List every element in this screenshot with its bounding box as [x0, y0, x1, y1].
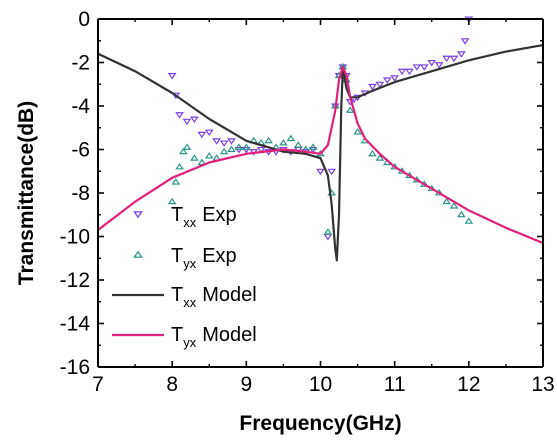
- data-point: [264, 136, 273, 144]
- legend-label: Tyx Model: [171, 324, 257, 350]
- data-point: [242, 146, 251, 154]
- data-point: [420, 64, 429, 71]
- data-point: [442, 197, 451, 205]
- y-tick-label: 0: [78, 8, 90, 31]
- data-point: [345, 106, 355, 113]
- data-point: [234, 146, 244, 154]
- data-point: [390, 75, 399, 82]
- data-point: [457, 51, 466, 58]
- legend-label: Tyx Exp: [171, 245, 237, 271]
- series-line-txx-model: [97, 44, 544, 262]
- data-point: [219, 140, 229, 147]
- data-point: [375, 154, 385, 161]
- data-point: [464, 217, 474, 224]
- data-point: [323, 228, 333, 235]
- x-tick-label: 12: [457, 373, 480, 396]
- data-point: [227, 138, 236, 145]
- data-point: [308, 146, 318, 154]
- data-point: [204, 152, 214, 159]
- legend-item-tyx-model: Tyx Model: [112, 324, 257, 350]
- x-tick-label: 8: [166, 373, 178, 396]
- data-point: [171, 178, 181, 185]
- axes: [97, 18, 544, 368]
- x-tick-label: 9: [240, 373, 252, 396]
- y-tick-label: -14: [60, 313, 91, 336]
- data-point: [167, 197, 177, 205]
- y-tick-label: -2: [71, 52, 90, 75]
- x-tick-label: 7: [92, 373, 104, 396]
- x-tick-label: 11: [384, 373, 406, 396]
- legend-item-txx-exp: Txx Exp: [133, 204, 237, 230]
- data-point: [434, 62, 444, 69]
- data-point: [327, 168, 336, 176]
- data-point: [182, 118, 192, 126]
- data-point: [316, 168, 325, 176]
- y-tick-label: -6: [71, 139, 90, 162]
- x-tick-label: 13: [531, 373, 554, 396]
- data-point: [279, 139, 288, 146]
- data-point: [382, 77, 392, 84]
- data-point: [397, 68, 407, 76]
- data-point: [449, 202, 459, 209]
- data-point: [405, 68, 414, 76]
- data-point: [368, 149, 377, 157]
- data-point: [234, 143, 244, 150]
- series-line-tyx-model: [97, 65, 544, 245]
- data-point: [204, 129, 214, 137]
- x-axis-title: Frequency(GHz): [239, 412, 401, 435]
- legend: Txx Exp Tyx Exp Txx Model Tyx Model: [112, 204, 257, 350]
- data-point: [256, 146, 266, 154]
- data-point: [167, 73, 177, 80]
- data-point: [353, 128, 362, 135]
- data-point: [175, 112, 184, 119]
- data-point: [457, 210, 466, 218]
- data-point: [242, 143, 251, 150]
- legend-swatch: [133, 250, 143, 258]
- x-tick-label: 10: [309, 373, 332, 396]
- data-point: [293, 141, 303, 148]
- data-point: [308, 143, 318, 150]
- data-point: [460, 38, 470, 45]
- y-tick-label: -4: [71, 95, 90, 118]
- legend-label: Txx Model: [171, 284, 257, 310]
- legend-item-txx-model: Txx Model: [112, 284, 257, 310]
- y-axis-title: Transmittance(dB): [15, 101, 38, 285]
- ticks: 7 8 9 10 11 12 13 0 -2 -4 -6 -8 -10 -12 -14 -16: [60, 8, 555, 396]
- data-point: [175, 162, 184, 170]
- data-point: [190, 116, 199, 124]
- data-point: [449, 55, 459, 63]
- data-point: [286, 134, 296, 142]
- data-point: [442, 55, 451, 63]
- data-point: [412, 64, 422, 71]
- data-point: [375, 81, 385, 89]
- data-point: [197, 131, 207, 139]
- data-point: [212, 138, 221, 145]
- data-point: [182, 143, 192, 150]
- series-layer: [97, 16, 544, 262]
- y-tick-label: -10: [60, 226, 90, 249]
- data-point: [190, 154, 199, 161]
- y-tick-label: -12: [60, 269, 90, 292]
- data-point: [219, 147, 229, 155]
- y-tick-label: -8: [71, 182, 90, 205]
- data-point: [323, 233, 333, 241]
- data-point: [178, 147, 188, 155]
- legend-swatch: [133, 211, 143, 219]
- legend-item-tyx-exp: Tyx Exp: [133, 245, 237, 271]
- legend-label: Txx Exp: [171, 204, 237, 230]
- data-point: [368, 83, 377, 91]
- y-tick-label: -16: [60, 356, 90, 379]
- data-point: [227, 145, 236, 153]
- data-point: [427, 59, 437, 67]
